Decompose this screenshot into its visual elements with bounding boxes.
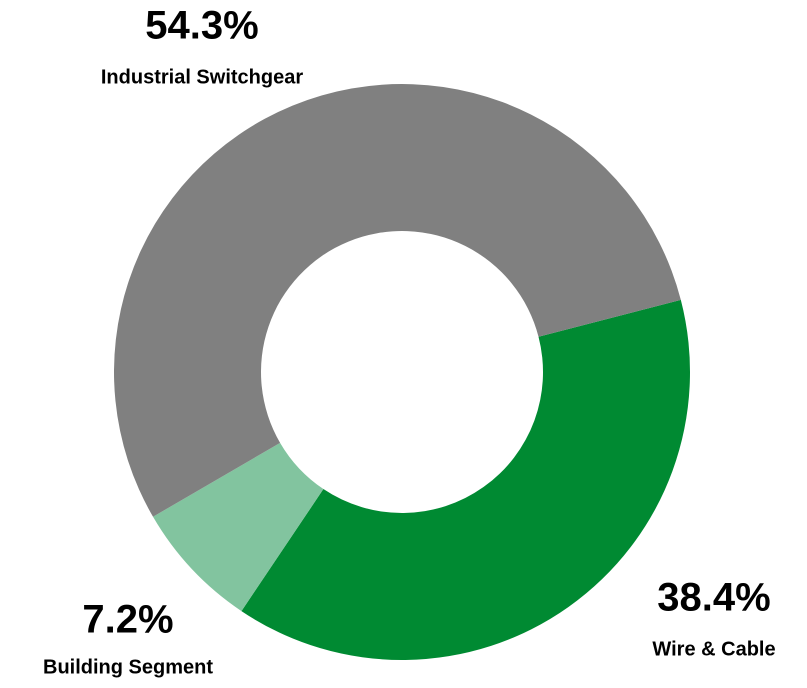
value-label: 54.3% [145,4,258,48]
category-label: Industrial Switchgear [101,66,303,88]
donut-segment [153,442,324,612]
category-label: Wire & Cable [652,638,775,660]
donut-segment [241,299,690,660]
donut-segment [114,83,681,517]
category-label: Building Segment [43,656,213,678]
value-label: 7.2% [82,598,173,642]
value-label: 38.4% [657,576,770,620]
